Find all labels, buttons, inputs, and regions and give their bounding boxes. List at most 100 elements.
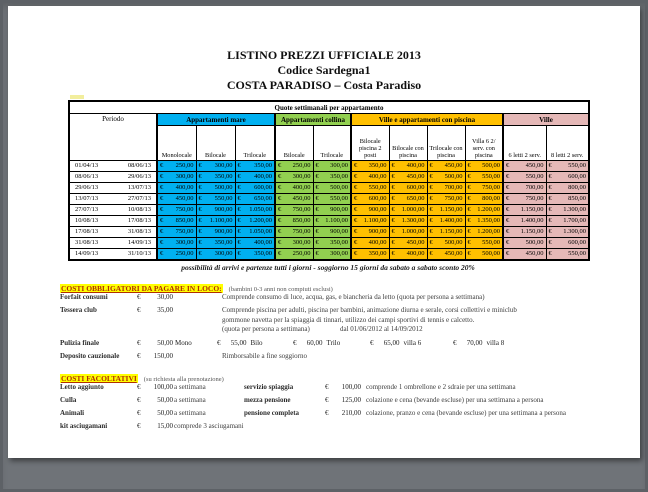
euro-sign: € (391, 162, 395, 169)
price-number: 750,00 (482, 184, 500, 191)
text-span: € (293, 339, 297, 347)
price-value: €600,00 (236, 184, 274, 192)
cost-row-tessera: Tessera club € 35,00 Comprende piscina p… (60, 306, 604, 336)
cost-amount: 15,00 (157, 422, 173, 430)
euro-sign: € (198, 195, 202, 202)
price-number: 1.300,00 (563, 206, 586, 213)
price-value: €450,00 (390, 239, 426, 247)
euro-sign: € (548, 228, 552, 235)
euro-sign: € (278, 195, 282, 202)
price-cell: €500,00 (502, 237, 547, 249)
price-value: €350,00 (314, 239, 350, 247)
euro-sign: € (429, 184, 433, 191)
euro-sign: € (354, 184, 358, 191)
text-span: 55,00 (230, 339, 247, 347)
optional-cost-row: kit asciugamani € 15,00 comprede 3 asciu… (60, 422, 604, 432)
euro-sign: € (160, 228, 164, 235)
price-value: €650,00 (236, 195, 274, 203)
euro-sign: € (467, 184, 471, 191)
period-to: 14/09/13 (127, 239, 151, 246)
price-cell: €550,00 (312, 193, 352, 205)
price-value: €1.150,00 (505, 206, 545, 214)
price-value: €450,00 (390, 173, 426, 181)
cost-row-deposito: Deposito cauzionale € 150,00 Rimborsabil… (60, 352, 604, 362)
euro-sign: € (315, 239, 319, 246)
euro-sign: € (315, 206, 319, 213)
price-number: 800,00 (568, 184, 586, 191)
price-number: 1.150,00 (439, 228, 463, 235)
price-cell: €700,00 (426, 182, 466, 194)
price-cell: €900,00 (312, 226, 352, 238)
euro-sign: € (315, 228, 319, 235)
cost-label: Letto aggiunto (60, 383, 104, 391)
text-span: € (453, 339, 457, 347)
price-value: €250,00 (277, 250, 312, 258)
price-number: 750,00 (175, 206, 194, 213)
column-header: Bilocale con piscina (388, 125, 428, 161)
period-cell: 13/07/13 27/07/13 (68, 193, 158, 205)
euro-sign: € (160, 184, 164, 191)
table-group-row: Periodo Appartamenti mare Appartamenti col… (68, 113, 590, 161)
price-cell: €600,00 (388, 182, 428, 194)
price-row: 10/08/13 17/08/13 €850,00 €1.100,00 €1.200,0… (68, 215, 590, 227)
price-value: €1.350,00 (466, 217, 502, 225)
price-value: €1.150,00 (428, 228, 464, 236)
price-number: 1.350,00 (477, 217, 500, 224)
price-value: €400,00 (390, 162, 426, 170)
table-note: possibilità di arrivi e partenze tutti i… (181, 263, 475, 272)
price-cell: €750,00 (426, 193, 466, 205)
price-number: 500,00 (482, 250, 500, 257)
period-from: 13/07/13 (75, 195, 99, 202)
price-cell: €350,00 (195, 237, 236, 249)
euro-sign: € (160, 173, 164, 180)
price-number: 700,00 (525, 184, 544, 191)
period-from: 27/07/13 (75, 206, 99, 213)
price-number: 400,00 (368, 239, 387, 246)
cost-amount: 100,00 (153, 383, 173, 391)
euro-sign: € (429, 239, 433, 246)
price-cell: €300,00 (156, 171, 197, 183)
price-number: 600,00 (406, 184, 425, 191)
price-value: €1.150,00 (505, 228, 545, 236)
column-header: Trilocale con piscina (426, 125, 466, 161)
price-value: €350,00 (353, 162, 388, 170)
optional-cost-row: Culla € 50,00 a settimana mezza pensione… (60, 396, 604, 406)
price-cell: €750,00 (156, 204, 197, 216)
euro-sign: € (467, 250, 471, 257)
price-number: 1.100,00 (209, 217, 233, 224)
euro-sign: € (325, 383, 329, 391)
price-value: €600,00 (547, 239, 588, 247)
price-number: 850,00 (175, 217, 194, 224)
euro-sign: € (237, 228, 241, 235)
euro-sign: € (391, 173, 395, 180)
text-span: 60,00 (306, 339, 323, 347)
price-cell: €350,00 (350, 248, 390, 261)
optional-cost-row: Letto aggiunto € 100,00 a settimana serv… (60, 383, 604, 393)
euro-sign: € (198, 239, 202, 246)
price-value: €550,00 (466, 239, 502, 247)
price-value: €1.200,00 (466, 206, 502, 214)
price-number: 650,00 (406, 195, 425, 202)
price-value: €250,00 (159, 250, 195, 258)
price-number: 350,00 (368, 162, 387, 169)
price-value: €600,00 (353, 195, 388, 203)
price-cell: €650,00 (234, 193, 276, 205)
euro-sign: € (237, 173, 241, 180)
euro-sign: € (315, 184, 319, 191)
price-value: €1.300,00 (547, 228, 588, 236)
period-from: 14/09/13 (75, 250, 99, 257)
price-value: €400,00 (353, 173, 388, 181)
price-row: 27/07/13 10/08/13 €750,00 €900,00 €1.050,00 €… (68, 204, 590, 216)
text-span: villa 8 (486, 339, 505, 347)
price-value: €400,00 (236, 173, 274, 181)
price-value: €750,00 (159, 228, 195, 236)
price-number: 750,00 (292, 206, 311, 213)
price-row: 08/06/13 29/06/13 €300,00 €350,00 €400,00 €30… (68, 171, 590, 183)
price-value: €1.200,00 (236, 217, 274, 225)
euro-sign: € (467, 217, 471, 224)
price-number: 550,00 (482, 239, 500, 246)
euro-sign: € (467, 206, 471, 213)
price-cell: €1.200,00 (464, 226, 504, 238)
cost-label: Tessera club (60, 306, 97, 314)
price-number: 1.150,00 (520, 228, 544, 235)
